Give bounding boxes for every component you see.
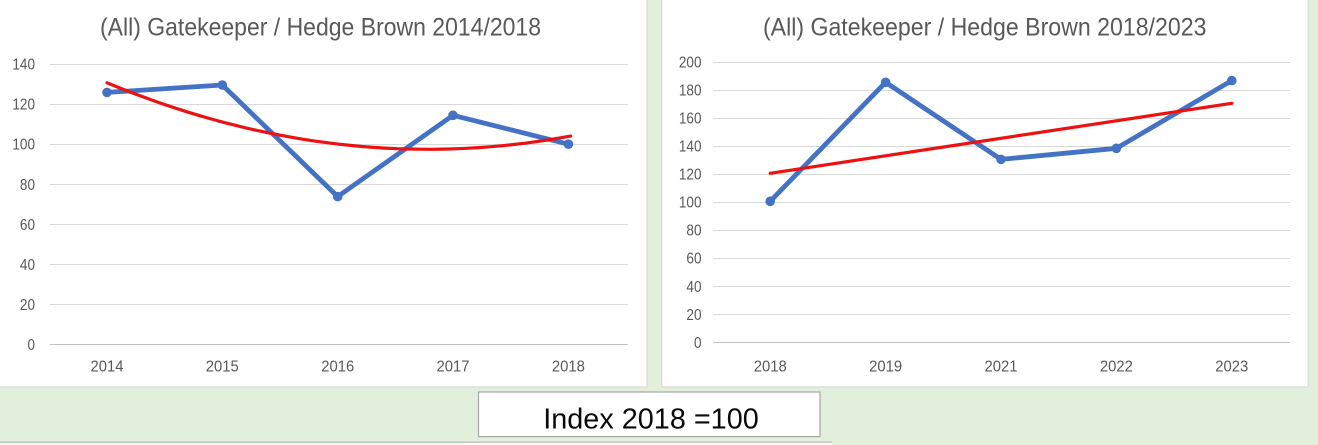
- svg-text:Index 2018 =100: Index 2018 =100: [543, 403, 759, 435]
- svg-text:60: 60: [20, 217, 35, 234]
- svg-text:140: 140: [12, 57, 35, 74]
- svg-text:100: 100: [679, 195, 702, 212]
- svg-text:2017: 2017: [437, 359, 470, 376]
- svg-text:120: 120: [679, 167, 702, 184]
- svg-text:160: 160: [679, 111, 702, 128]
- svg-text:140: 140: [679, 139, 702, 156]
- svg-text:20: 20: [20, 297, 35, 314]
- svg-text:180: 180: [679, 83, 702, 100]
- svg-text:40: 40: [686, 279, 701, 296]
- svg-text:0: 0: [694, 335, 702, 352]
- svg-text:2021: 2021: [985, 359, 1018, 376]
- svg-text:2023: 2023: [1215, 359, 1248, 376]
- svg-text:0: 0: [28, 337, 36, 354]
- svg-text:80: 80: [20, 177, 35, 194]
- svg-text:2022: 2022: [1100, 359, 1133, 376]
- svg-text:2019: 2019: [869, 359, 902, 376]
- svg-text:40: 40: [20, 257, 35, 274]
- svg-text:(All) Gatekeeper / Hedge Brown: (All) Gatekeeper / Hedge Brown 2014/2018: [100, 13, 541, 41]
- svg-text:(All) Gatekeeper / Hedge Brown: (All) Gatekeeper / Hedge Brown 2018/2023: [763, 13, 1207, 41]
- svg-text:120: 120: [12, 97, 35, 114]
- svg-text:2018: 2018: [552, 359, 585, 376]
- svg-text:200: 200: [679, 55, 702, 72]
- svg-text:20: 20: [686, 307, 701, 324]
- svg-text:80: 80: [686, 223, 701, 240]
- svg-text:2018: 2018: [754, 359, 787, 376]
- svg-text:2014: 2014: [91, 359, 124, 376]
- svg-text:100: 100: [12, 137, 35, 154]
- svg-text:60: 60: [686, 251, 701, 268]
- svg-text:2015: 2015: [206, 359, 239, 376]
- svg-text:2016: 2016: [321, 359, 354, 376]
